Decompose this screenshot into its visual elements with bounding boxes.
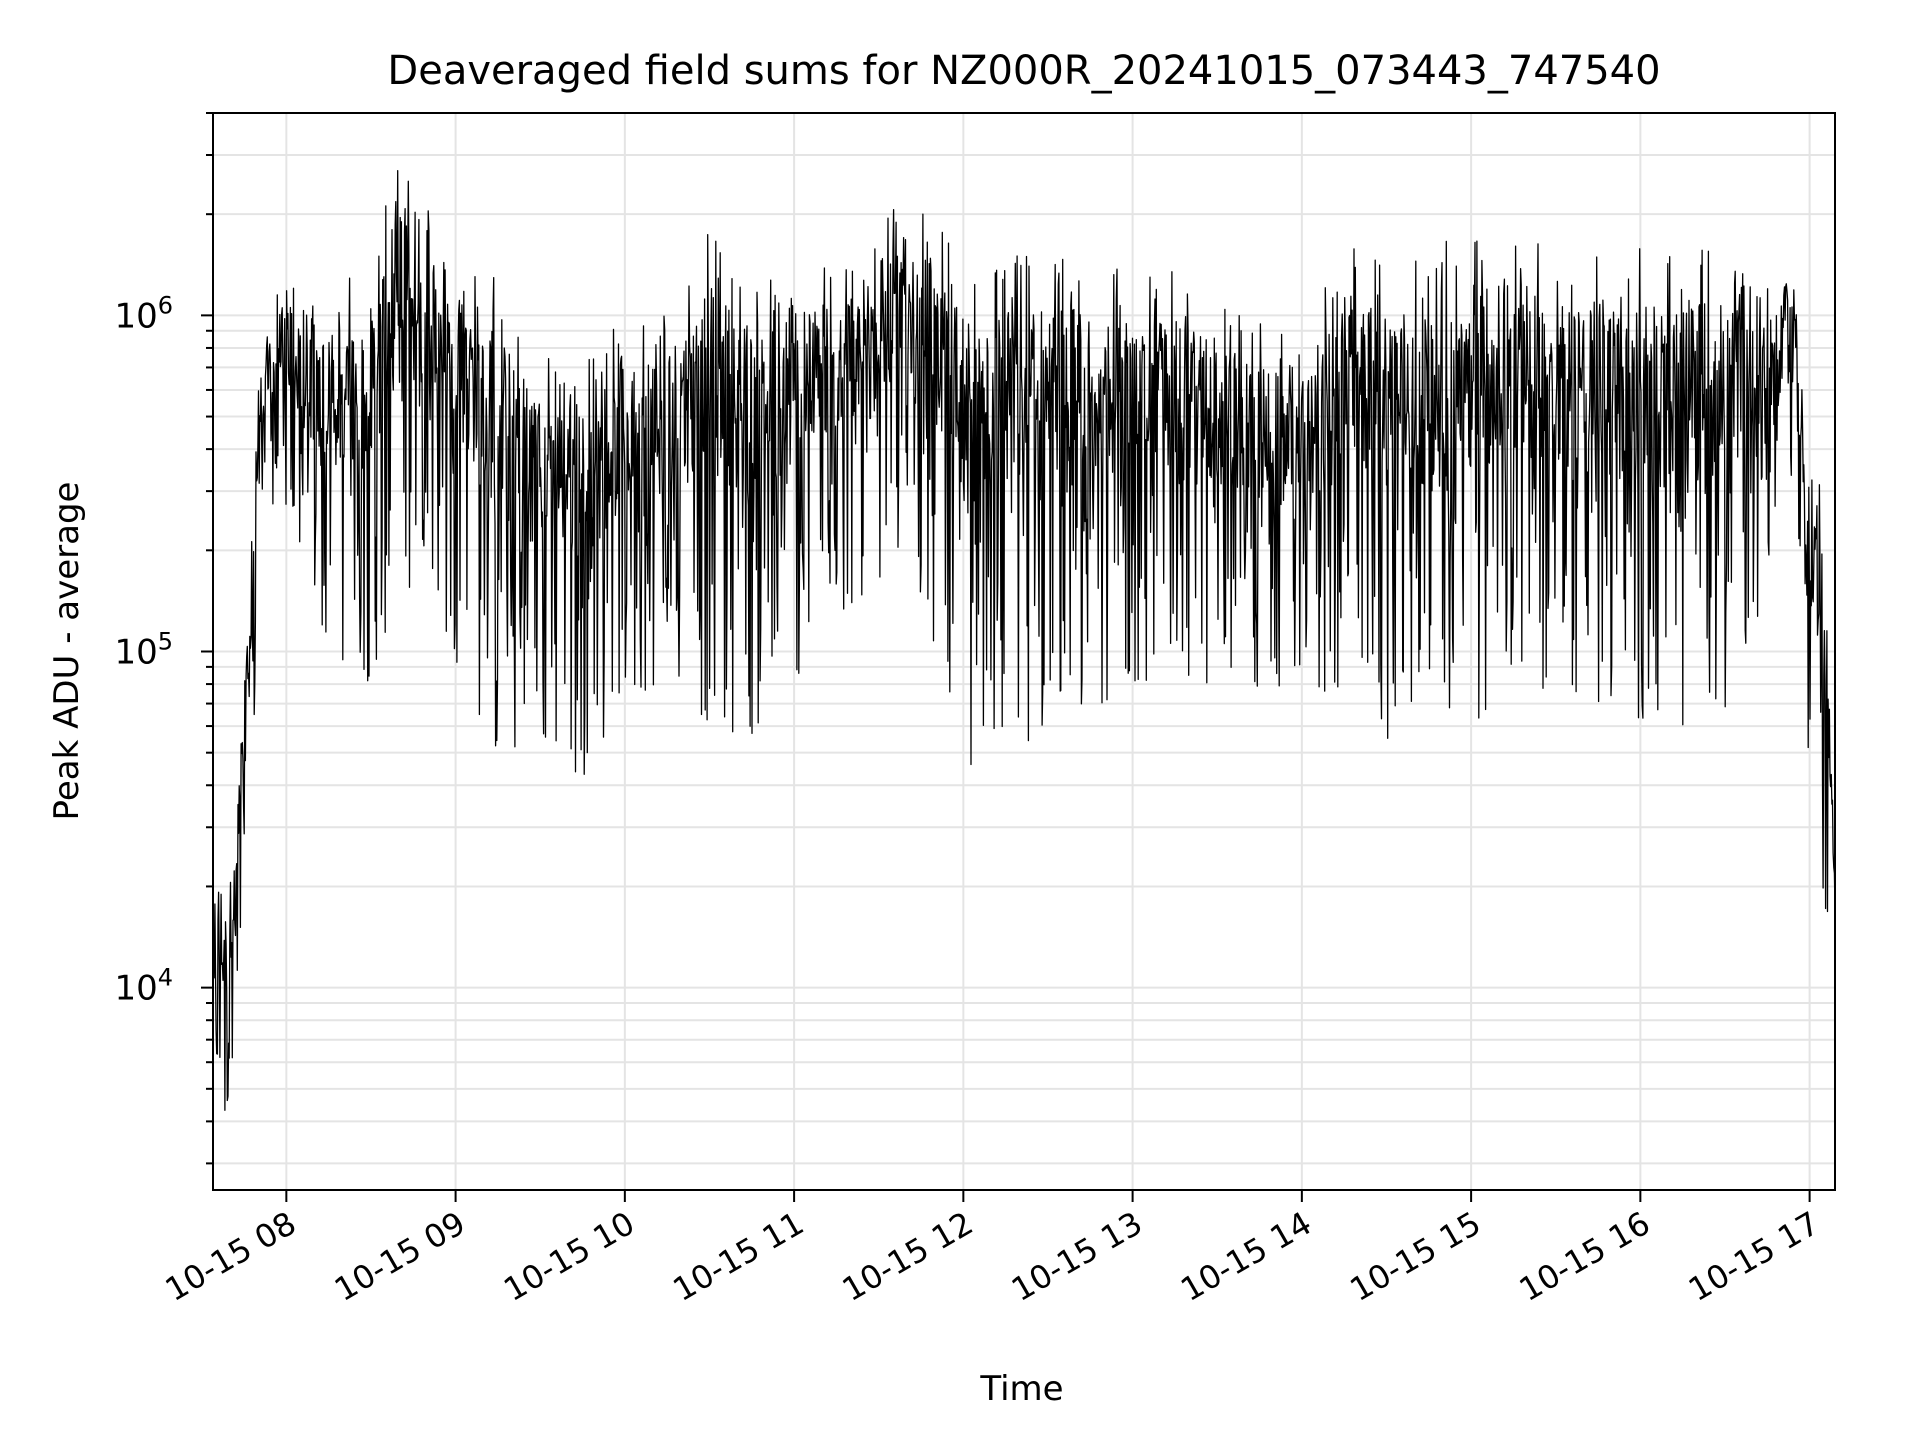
y-tick-label: 104: [114, 964, 173, 1009]
series-layer: [212, 170, 1836, 1111]
y-tick-label: 105: [114, 628, 173, 673]
x-axis-label: Time: [979, 1369, 1063, 1409]
y-tick-label: 106: [114, 291, 173, 336]
data-series-line: [212, 170, 1836, 1111]
y-axis: 104 105 106: [114, 112, 213, 1165]
chart-title: Deaveraged field sums for NZ000R_2024101…: [387, 48, 1660, 94]
y-axis-label: Peak ADU - average: [47, 482, 87, 821]
